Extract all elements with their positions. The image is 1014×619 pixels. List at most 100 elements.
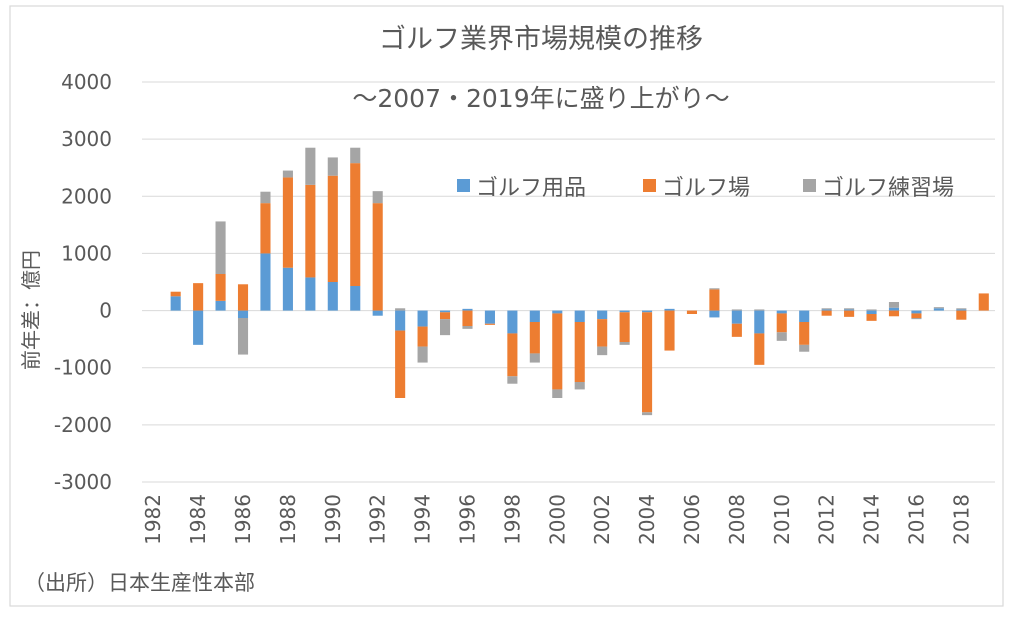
bar-segment <box>327 282 338 311</box>
source-note: （出所）日本生産性本部 <box>24 571 255 595</box>
bar-segment <box>372 203 383 311</box>
bar-segment <box>193 283 204 311</box>
bars-group <box>170 147 989 416</box>
y-tick-label: 3000 <box>61 127 112 151</box>
legend-label-golf-course: ゴルフ場 <box>662 176 750 201</box>
bar-segment <box>439 312 451 320</box>
bar-segment <box>305 184 316 278</box>
bar-segment <box>529 310 540 322</box>
bar-segment <box>664 308 675 311</box>
bar-segment <box>372 191 383 204</box>
bar-segment <box>215 300 226 311</box>
bar-segment <box>417 346 428 363</box>
bar-segment <box>888 310 900 317</box>
bar-segment <box>529 353 540 363</box>
y-tick-label: -2000 <box>54 413 112 437</box>
bar-segment <box>754 310 765 334</box>
bar-segment <box>933 307 944 309</box>
bar-segment <box>417 310 428 327</box>
bar-segment <box>642 312 653 413</box>
y-tick-label: 1000 <box>61 241 112 265</box>
bar-segment <box>507 333 518 377</box>
bar-segment <box>350 163 361 286</box>
bar-segment <box>731 323 742 337</box>
bar-segment <box>327 157 338 176</box>
bar-segment <box>193 310 204 345</box>
bar-segment <box>956 310 967 320</box>
bar-segment <box>978 293 989 311</box>
bar-segment <box>597 310 608 320</box>
x-tick-label: 1998 <box>500 494 524 545</box>
bar-segment <box>170 296 181 311</box>
bar-segment <box>844 309 855 311</box>
bar-segment <box>888 307 900 311</box>
bar-segment <box>282 170 293 178</box>
x-tick-label: 2012 <box>815 494 839 545</box>
bar-segment <box>956 308 967 310</box>
bar-segment <box>911 310 922 314</box>
y-tick-label: 2000 <box>61 184 112 208</box>
x-tick-label: 1986 <box>231 494 255 545</box>
y-axis-label: 前年差：億円 <box>19 250 43 370</box>
bar-segment <box>642 310 653 313</box>
bar-segment <box>170 291 181 297</box>
y-tick-label: -3000 <box>54 470 112 494</box>
bar-segment <box>484 323 495 325</box>
y-tick-label: -1000 <box>54 356 112 380</box>
bar-segment <box>552 389 563 398</box>
bar-segment <box>866 309 877 311</box>
x-tick-label: 1994 <box>411 494 435 545</box>
chart-title: ゴルフ業界市場規模の推移 <box>379 24 703 55</box>
legend: ゴルフ用品 ゴルフ場 ゴルフ練習場 <box>457 176 954 201</box>
bar-segment <box>754 333 765 365</box>
x-tick-label: 2014 <box>860 494 884 545</box>
x-tick-label: 2016 <box>904 494 928 545</box>
bar-segment <box>709 310 720 318</box>
legend-swatch-golf-goods <box>457 179 470 192</box>
bar-segment <box>305 147 316 185</box>
bar-segment <box>888 302 900 308</box>
bar-segment <box>574 382 585 390</box>
bar-segment <box>350 147 361 164</box>
bar-segment <box>799 322 810 345</box>
bar-segment <box>844 308 855 310</box>
bar-segment <box>911 313 922 318</box>
bar-segment <box>237 310 249 318</box>
bar-segment <box>529 322 540 354</box>
x-tick-label: 2004 <box>635 494 659 545</box>
bar-segment <box>597 346 608 356</box>
bar-segment <box>664 310 675 351</box>
bar-segment <box>439 310 451 313</box>
x-tick-label: 1996 <box>455 494 479 545</box>
bar-segment <box>642 412 653 416</box>
bar-segment <box>776 313 787 333</box>
bar-segment <box>395 330 406 398</box>
bar-segment <box>215 274 226 301</box>
bar-segment <box>395 308 406 311</box>
bar-segment <box>776 332 787 341</box>
x-tick-label: 1988 <box>276 494 300 545</box>
bar-segment <box>821 310 832 316</box>
bar-segment <box>552 313 563 390</box>
bar-segment <box>574 310 585 322</box>
bar-segment <box>350 286 361 311</box>
bar-segment <box>956 309 967 311</box>
x-tick-label: 2008 <box>725 494 749 545</box>
bar-segment <box>844 310 855 317</box>
bar-segment <box>282 177 293 268</box>
legend-label-golf-goods: ゴルフ用品 <box>476 176 586 201</box>
bar-segment <box>260 203 271 254</box>
bar-segment <box>462 326 473 329</box>
bar-segment <box>619 312 630 342</box>
x-tick-label: 1990 <box>321 494 345 545</box>
bar-segment <box>462 310 473 326</box>
x-tick-labels: 1982 1984 1986 1988 1990 1992 1994 1996 1998 2000… <box>141 494 973 545</box>
x-tick-label: 1992 <box>366 494 390 545</box>
bar-segment <box>821 308 832 310</box>
bar-segment <box>754 309 765 311</box>
x-tick-label: 2000 <box>545 494 569 545</box>
bar-segment <box>507 310 518 334</box>
bar-segment <box>866 314 877 321</box>
bar-segment <box>709 288 720 290</box>
